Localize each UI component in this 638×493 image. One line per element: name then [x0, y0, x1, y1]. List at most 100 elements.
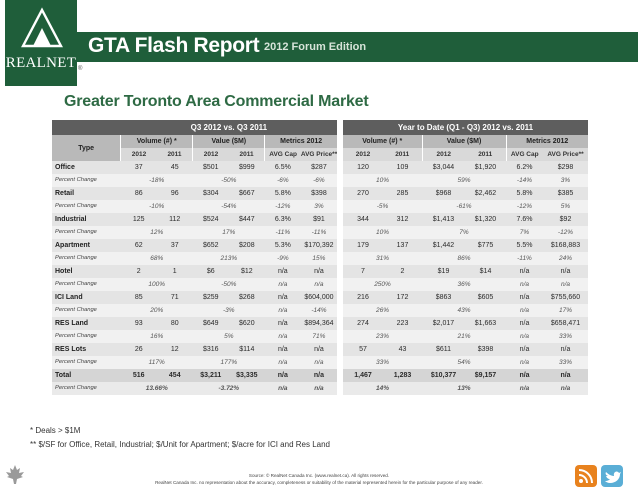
table-cell: 100%: [120, 278, 193, 291]
table-cell: 62: [120, 239, 157, 252]
percent-change-row: 26% 43% n/a 17%: [343, 304, 588, 317]
table-cell: $1,663: [465, 317, 506, 330]
table-cell: 23%: [343, 330, 422, 343]
table-cell: $620: [228, 317, 265, 330]
table-cell: $968: [422, 187, 465, 200]
value-header: Value ($M): [192, 135, 265, 148]
percent-change-row: 23% 21% n/a 33%: [343, 330, 588, 343]
subheader-cell: 2012: [421, 148, 465, 161]
table-cell: $10,377: [422, 369, 465, 382]
percent-change-row: 10% 59% -14% 3%: [343, 174, 588, 187]
row-label: Office: [52, 161, 121, 174]
table-cell: n/a: [300, 382, 337, 395]
row-label: Percent Change: [52, 278, 121, 291]
table-cell: 120: [343, 161, 383, 174]
subheader-cell: AVG Cap: [264, 148, 301, 161]
table-cell: 250%: [343, 278, 422, 291]
row-label: Percent Change: [52, 356, 121, 369]
table-cell: 6.5%: [264, 161, 301, 174]
table-cell: 1,283: [383, 369, 422, 382]
table-cell: 86%: [422, 252, 506, 265]
table-cell: n/a: [300, 343, 337, 356]
table-header-row: Year to Date (Q1 - Q3) 2012 vs. 2011: [343, 120, 588, 135]
rss-icon[interactable]: [575, 465, 597, 487]
table-cell: -14%: [506, 174, 543, 187]
table-row: 274 223 $2,017 $1,663 n/a $658,471: [343, 317, 588, 330]
table-row: Industrial 125 112 $524 $447 6.3% $91: [52, 213, 337, 226]
table-cell: 54%: [422, 356, 506, 369]
table-cell: $6: [192, 265, 229, 278]
table-cell: $1,320: [465, 213, 506, 226]
twitter-icon[interactable]: [601, 465, 623, 487]
table-cell: 125: [120, 213, 157, 226]
row-label: Percent Change: [52, 200, 121, 213]
table-row: Office 37 45 $501 $999 6.5% $287: [52, 161, 337, 174]
table-cell: $398: [300, 187, 337, 200]
table-cell: 5%: [543, 200, 588, 213]
table-cell: $667: [228, 187, 265, 200]
table-cell: n/a: [506, 356, 543, 369]
row-label: Hotel: [52, 265, 121, 278]
table-cell: $652: [192, 239, 229, 252]
table-cell: 216: [343, 291, 383, 304]
table-cell: 96: [156, 187, 193, 200]
table-cell: -3.72%: [192, 382, 265, 395]
metrics-header: Metrics 2012: [264, 135, 337, 148]
table-cell: 13%: [422, 382, 506, 395]
table-cell: 43%: [422, 304, 506, 317]
report-subtitle: 2012 Forum Edition: [264, 41, 367, 53]
total-row: Total 516 454 $3,211 $3,335 n/a n/a: [52, 369, 337, 382]
table-cell: 274: [343, 317, 383, 330]
table-cell: n/a: [264, 278, 301, 291]
table-cell: 21%: [422, 330, 506, 343]
maple-leaf-icon: [6, 465, 24, 484]
percent-change-row: 33% 54% n/a 33%: [343, 356, 588, 369]
table-cell: n/a: [264, 356, 301, 369]
table-cell: n/a: [264, 330, 301, 343]
table-cell: 37: [156, 239, 193, 252]
table-cell: $9,157: [465, 369, 506, 382]
table-cell: n/a: [506, 304, 543, 317]
table-cell: 5%: [192, 330, 265, 343]
realnet-logo-mark-icon: [21, 7, 63, 48]
table-cell: -6%: [300, 174, 337, 187]
table-cell: $524: [192, 213, 229, 226]
table-row: 216 172 $863 $605 n/a $755,660: [343, 291, 588, 304]
row-label: Apartment: [52, 239, 121, 252]
table-subheader-row: 2012 2011 2012 2011 AVG Cap AVG Price**: [343, 148, 588, 161]
percent-change-row: Percent Change 20% -3% n/a -14%: [52, 304, 337, 317]
table-cell: $19: [422, 265, 465, 278]
table-cell: n/a: [264, 343, 301, 356]
table-cell: 16%: [120, 330, 193, 343]
table-row: Apartment 62 37 $652 $208 5.3% $170,392: [52, 239, 337, 252]
table-cell: $447: [228, 213, 265, 226]
row-label: ICI Land: [52, 291, 121, 304]
table-cell: n/a: [506, 317, 543, 330]
table-cell: 59%: [422, 174, 506, 187]
source-line: Source: © RealNet Canada Inc. (www.realn…: [248, 473, 390, 478]
subheader-cell: 2011: [383, 148, 422, 161]
row-label: Percent Change: [52, 252, 121, 265]
value-header: Value ($M): [421, 135, 506, 148]
table-cell: $168,883: [543, 239, 588, 252]
row-label: RES Land: [52, 317, 121, 330]
table-cell: n/a: [506, 278, 543, 291]
table-cell: 43: [383, 343, 422, 356]
table-cell: 7.6%: [506, 213, 543, 226]
subheader-cell: 2011: [228, 148, 265, 161]
table-cell: 14%: [343, 382, 422, 395]
subheader-cell: 2012: [120, 148, 157, 161]
table-cell: $1,413: [422, 213, 465, 226]
realnet-logo[interactable]: REALNET: [5, 0, 77, 86]
table-cell: 13.66%: [120, 382, 193, 395]
table-cell: $298: [543, 161, 588, 174]
table-cell: -12%: [543, 226, 588, 239]
table-cell: $605: [465, 291, 506, 304]
table-cell: -11%: [264, 226, 301, 239]
table-cell: 137: [383, 239, 422, 252]
type-column-header: Type: [52, 135, 121, 161]
table-cell: n/a: [264, 291, 301, 304]
subheader-cell: 2012: [343, 148, 383, 161]
table-header-row: Q3 2012 vs. Q3 2011: [52, 120, 337, 135]
table-row: 120 109 $3,044 $1,920 6.2% $298: [343, 161, 588, 174]
